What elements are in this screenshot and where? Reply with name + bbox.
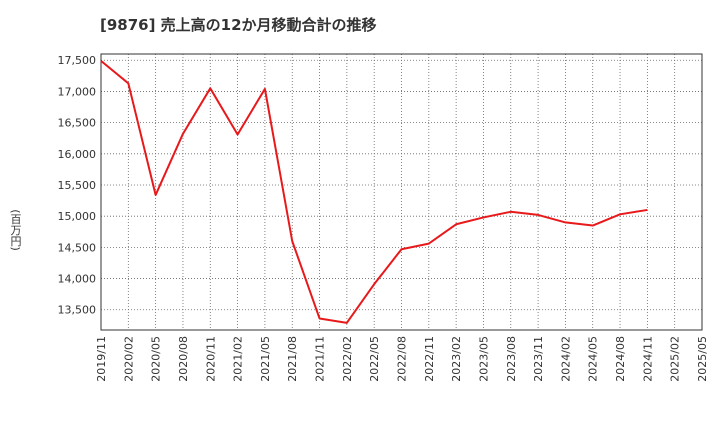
x-tick-label: 2023/11 [532,336,545,382]
x-tick-label: 2023/08 [505,336,518,382]
y-axis-label: (百万円) [9,209,22,251]
x-tick-label: 2022/11 [423,336,436,382]
x-tick-label: 2023/02 [450,336,463,382]
x-tick-label: 2020/02 [122,336,135,382]
horizontal-gridlines [101,59,702,311]
y-tick-label: 13,500 [58,304,97,317]
x-tick-label: 2024/11 [641,336,654,382]
x-tick-label: 2024/02 [559,336,572,382]
y-tick-label: 17,000 [58,85,97,98]
y-tick-label: 16,500 [58,117,97,130]
x-tick-label: 2020/05 [150,336,163,382]
x-tick-label: 2020/08 [177,336,190,382]
x-tick-label: 2021/11 [314,336,327,382]
x-tick-label: 2023/05 [477,336,490,382]
x-tick-label: 2021/02 [232,336,245,382]
x-tick-label: 2021/05 [259,336,272,382]
x-tick-label: 2022/08 [396,336,409,382]
x-tick-label: 2021/08 [286,336,299,382]
x-tick-label: 2025/02 [669,336,682,382]
y-tick-label: 17,500 [58,54,97,67]
y-tick-label: 14,500 [58,241,97,254]
x-tick-label: 2022/05 [368,336,381,382]
x-tick-label: 2024/08 [614,336,627,382]
x-tick-label: 2025/05 [696,336,709,382]
vertical-gridlines [127,54,676,330]
x-tick-label: 2020/11 [204,336,217,382]
y-axis-ticks: 13,500 14,000 14,500 15,000 15,500 16,000 16,5… [58,54,97,316]
y-tick-label: 16,000 [58,148,97,161]
chart-title: [9876] 売上高の12か月移動合計の推移 [100,16,377,34]
series-group [100,60,648,324]
x-tick-label: 2022/02 [341,336,354,382]
y-tick-label: 15,000 [58,210,97,223]
series-line [100,60,648,324]
plot-area-frame [100,53,703,331]
y-tick-label: 14,000 [58,273,97,286]
x-axis-ticks: 2019/11 2020/02 2020/05 2020/08 2020/11 2021/… [95,336,709,382]
y-tick-label: 15,500 [58,179,97,192]
x-tick-label: 2024/05 [587,336,600,382]
x-tick-label: 2019/11 [95,336,108,382]
